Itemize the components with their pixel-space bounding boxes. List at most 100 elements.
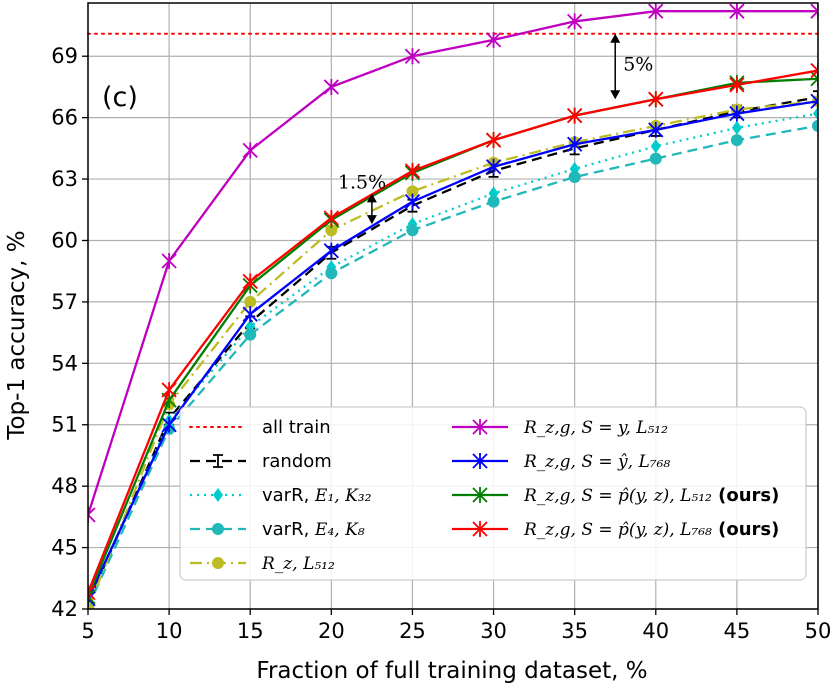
legend-label: R_z,g, S = ŷ, L₇₆₈ — [523, 452, 670, 472]
x-tick-label: 20 — [318, 619, 345, 643]
data-point-marker — [567, 107, 583, 124]
data-point-marker — [404, 162, 421, 179]
annotation-arrow: 5% — [610, 33, 653, 100]
y-tick-label: 51 — [51, 413, 78, 437]
data-point-marker — [212, 557, 224, 569]
data-point-marker — [472, 487, 488, 503]
data-point-marker — [242, 273, 258, 290]
x-tick-label: 35 — [561, 619, 588, 643]
y-tick-label: 48 — [51, 474, 78, 498]
legend-label: R_z, L₅₁₂ — [261, 554, 335, 574]
data-point-marker — [244, 295, 257, 308]
plot-area — [87, 3, 819, 609]
legend-entry: all train — [189, 417, 331, 438]
data-point-marker — [567, 136, 583, 153]
data-point-marker — [325, 224, 338, 237]
panel-label: (c) — [102, 82, 138, 113]
annotation-label: 5% — [623, 53, 653, 75]
legend-entry: varR, E₁, K₃₂ — [190, 485, 372, 506]
axes: 5 10 15 20 25 30 35 40 45 50 42 45 48 51 54 57 60 63 66 69 — [51, 2, 832, 643]
legend-label: varR, E₄, K₈ — [262, 519, 365, 540]
data-point-marker — [650, 139, 661, 154]
data-point-marker — [472, 453, 488, 469]
data-point-marker — [485, 31, 502, 48]
data-point-marker — [161, 416, 177, 433]
legend-entry: random — [190, 451, 332, 472]
data-point-marker — [731, 120, 742, 135]
x-tick-label: 15 — [237, 619, 264, 643]
y-axis-label: Top-1 accuracy, % — [4, 230, 30, 440]
data-point-marker — [810, 93, 818, 110]
y-tick-label: 63 — [51, 167, 78, 191]
data-point-marker — [323, 209, 339, 226]
series-line — [88, 69, 818, 594]
y-tick-label: 45 — [51, 536, 78, 560]
x-tick-label: 5 — [81, 619, 94, 643]
data-point-marker — [244, 328, 257, 341]
data-point-marker — [242, 142, 258, 159]
annotation-arrow: 1.5% — [338, 171, 386, 225]
legend-entry: R_z,g, S = y, L₅₁₂ — [452, 418, 668, 438]
data-point-marker — [88, 590, 96, 607]
y-tick-label: 60 — [51, 228, 78, 252]
legend-box — [179, 406, 807, 581]
data-point-marker — [568, 171, 581, 184]
data-point-marker — [729, 105, 745, 122]
y-tick-label: 66 — [51, 106, 78, 130]
data-point-marker — [325, 267, 338, 280]
data-point-marker — [729, 76, 745, 93]
annotations: 5% 1.5% — [338, 33, 653, 225]
x-tick-label: 45 — [724, 619, 751, 643]
series-rz-g-s-y-l512 — [88, 3, 818, 523]
data-point-marker — [649, 152, 662, 165]
data-point-marker — [323, 78, 339, 95]
annotation-label: 1.5% — [338, 171, 386, 193]
series-line — [88, 100, 818, 609]
data-point-marker — [567, 13, 583, 30]
data-point-marker — [88, 584, 96, 601]
data-point-marker — [404, 48, 421, 65]
x-tick-label: 10 — [156, 619, 183, 643]
data-point-marker — [648, 3, 664, 20]
x-tick-label: 50 — [805, 619, 832, 643]
data-point-marker — [161, 381, 177, 398]
legend-entry: R_z, L₅₁₂ — [190, 554, 335, 574]
legend-label: R_z,g, S = p̂(y, z), L₅₁₂ (ours) — [523, 485, 779, 506]
data-point-marker — [404, 193, 421, 210]
series-rz-g-s-p-y-z-l768-ours- — [88, 62, 818, 601]
data-point-marker — [485, 158, 502, 175]
y-tick-label: 57 — [51, 290, 78, 314]
x-tick-label: 40 — [642, 619, 669, 643]
arrow-head — [610, 90, 621, 100]
data-point-marker — [472, 419, 488, 435]
data-point-marker — [323, 242, 339, 259]
legend-label: random — [262, 451, 332, 472]
legend-label: R_z,g, S = p̂(y, z), L₇₆₈ (ours) — [523, 519, 779, 540]
series-varr-e1-k32 — [88, 106, 818, 609]
data-point-marker — [487, 195, 500, 208]
y-tick-label: 54 — [51, 351, 78, 375]
data-point-marker — [242, 306, 258, 323]
data-point-marker — [810, 3, 818, 20]
legend-label: varR, E₁, K₃₂ — [262, 485, 372, 506]
x-tick-label: 25 — [399, 619, 426, 643]
series-line — [88, 10, 818, 516]
series-varr-e4-k8 — [88, 119, 818, 609]
legend-entry: varR, E₄, K₈ — [190, 519, 365, 540]
x-tick-label: 30 — [480, 619, 507, 643]
legend: all train random varR, E₁, K₃₂ varR, E₄, K₈… — [179, 406, 807, 581]
data-point-marker — [213, 454, 223, 468]
data-point-marker — [213, 488, 223, 502]
data-point-marker — [161, 252, 177, 269]
data-point-marker — [406, 224, 419, 237]
data-point-marker — [88, 603, 94, 609]
series-line — [88, 112, 818, 606]
arrow-head — [610, 33, 621, 43]
arrow-head — [366, 215, 377, 225]
data-point-marker — [810, 62, 818, 79]
x-axis-label: Fraction of full training dataset, % — [256, 658, 647, 684]
data-point-marker — [406, 185, 419, 198]
legend-label: R_z,g, S = y, L₅₁₂ — [523, 418, 668, 438]
data-point-marker — [88, 506, 96, 523]
legend-entry: R_z,g, S = p̂(y, z), L₅₁₂ (ours) — [452, 485, 779, 506]
